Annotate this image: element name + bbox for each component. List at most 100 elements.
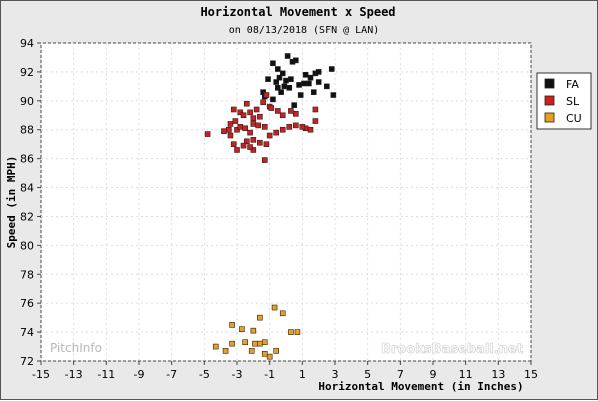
legend: FA SL CU xyxy=(536,72,592,130)
data-point-fa xyxy=(307,74,314,81)
data-point-cu xyxy=(266,353,273,360)
y-tick-label: 92 xyxy=(20,66,34,79)
y-tick-label: 84 xyxy=(20,182,34,195)
data-point-sl xyxy=(232,118,239,124)
x-tick-label: 13 xyxy=(491,368,505,381)
x-tick-label: 1 xyxy=(299,368,306,381)
data-point-sl xyxy=(230,141,237,147)
data-point-sl xyxy=(227,121,234,127)
data-point-sl xyxy=(244,138,250,145)
data-point-cu xyxy=(222,348,229,354)
data-point-cu xyxy=(229,322,235,328)
data-point-sl xyxy=(312,118,319,124)
data-point-sl xyxy=(279,112,286,119)
data-point-sl xyxy=(273,129,280,136)
y-axis-ticks: 72 74 76 78 80 82 84 86 88 90 92 94 xyxy=(20,37,41,368)
data-point-fa xyxy=(328,66,335,72)
data-point-sl xyxy=(279,126,286,133)
data-point-sl xyxy=(244,100,250,107)
pitchinfo-watermark: PitchInfo xyxy=(50,341,102,355)
data-point-fa xyxy=(310,89,317,95)
data-point-sl xyxy=(261,157,268,163)
chart-title: Horizontal Movement x Speed xyxy=(200,5,395,19)
data-point-fa xyxy=(324,83,330,90)
data-point-sl xyxy=(307,126,314,133)
data-point-sl xyxy=(299,124,306,130)
data-point-sl xyxy=(240,142,247,149)
data-point-fa xyxy=(315,69,322,75)
series-sl xyxy=(204,92,319,163)
data-point-sl xyxy=(263,141,270,147)
x-tick-label: -1 xyxy=(264,368,275,381)
data-point-fa xyxy=(292,57,299,64)
data-point-cu xyxy=(261,350,268,357)
data-point-fa xyxy=(275,85,281,91)
y-tick-label: 82 xyxy=(20,210,34,223)
data-point-fa xyxy=(270,96,276,103)
legend-swatch-fa xyxy=(544,78,555,89)
data-point-sl xyxy=(234,147,240,153)
data-point-cu xyxy=(239,326,245,333)
data-point-fa xyxy=(275,66,281,72)
grid xyxy=(40,42,532,362)
y-tick-label: 86 xyxy=(20,153,34,166)
data-point-fa xyxy=(306,80,312,87)
x-tick-label: 7 xyxy=(397,368,404,381)
x-tick-label: 15 xyxy=(524,368,538,381)
x-tick-label: 5 xyxy=(364,368,371,381)
data-point-sl xyxy=(266,132,273,139)
y-tick-label: 88 xyxy=(20,124,34,137)
data-point-sl xyxy=(247,144,253,150)
y-axis-label: Speed (in MPH) xyxy=(5,156,18,249)
x-tick-label: -13 xyxy=(65,368,83,381)
data-point-sl xyxy=(292,122,299,129)
data-point-sl xyxy=(260,99,266,106)
data-point-fa xyxy=(330,92,337,98)
data-point-fa xyxy=(315,79,322,85)
data-point-sl xyxy=(250,137,257,143)
data-point-sl xyxy=(257,139,263,146)
data-point-sl xyxy=(268,105,275,111)
data-point-fa xyxy=(291,102,297,108)
data-point-sl xyxy=(230,106,237,113)
y-tick-label: 90 xyxy=(20,95,34,108)
data-point-sl xyxy=(240,112,247,119)
x-tick-label: -7 xyxy=(166,368,177,381)
data-point-sl xyxy=(237,109,244,116)
data-point-cu xyxy=(271,304,278,311)
data-point-cu xyxy=(294,329,301,335)
x-axis-label: Horizontal Movement (in Inches) xyxy=(318,380,523,393)
data-point-cu xyxy=(212,343,219,350)
x-tick-label: -15 xyxy=(32,368,50,381)
y-tick-label: 76 xyxy=(20,297,34,310)
data-point-sl xyxy=(275,108,281,114)
legend-label-cu: CU xyxy=(566,112,582,125)
data-point-sl xyxy=(250,121,257,127)
y-tick-label: 80 xyxy=(20,239,34,252)
data-point-fa xyxy=(301,80,307,87)
data-point-fa xyxy=(283,77,289,84)
data-point-sl xyxy=(204,131,211,137)
data-point-cu xyxy=(242,339,248,346)
data-point-fa xyxy=(278,89,284,95)
data-point-sl xyxy=(234,126,240,133)
data-point-sl xyxy=(226,126,232,133)
data-point-cu xyxy=(250,327,257,334)
y-tick-label: 74 xyxy=(20,326,34,339)
data-point-sl xyxy=(250,115,257,121)
data-point-fa xyxy=(302,72,309,78)
data-point-sl xyxy=(257,113,263,120)
data-point-fa xyxy=(265,76,271,82)
data-point-sl xyxy=(253,106,260,113)
chart-subtitle: on 08/13/2018 (SFN @ LAN) xyxy=(229,25,380,36)
legend-label-sl: SL xyxy=(566,95,580,108)
legend-swatch-sl xyxy=(544,95,555,106)
y-tick-label: 94 xyxy=(20,37,34,50)
x-tick-label: -3 xyxy=(232,368,243,381)
data-point-cu xyxy=(257,314,263,321)
legend-swatch-cu xyxy=(544,112,555,123)
y-tick-label: 72 xyxy=(20,355,34,368)
data-point-sl xyxy=(247,109,253,116)
legend-label-fa: FA xyxy=(566,78,579,91)
